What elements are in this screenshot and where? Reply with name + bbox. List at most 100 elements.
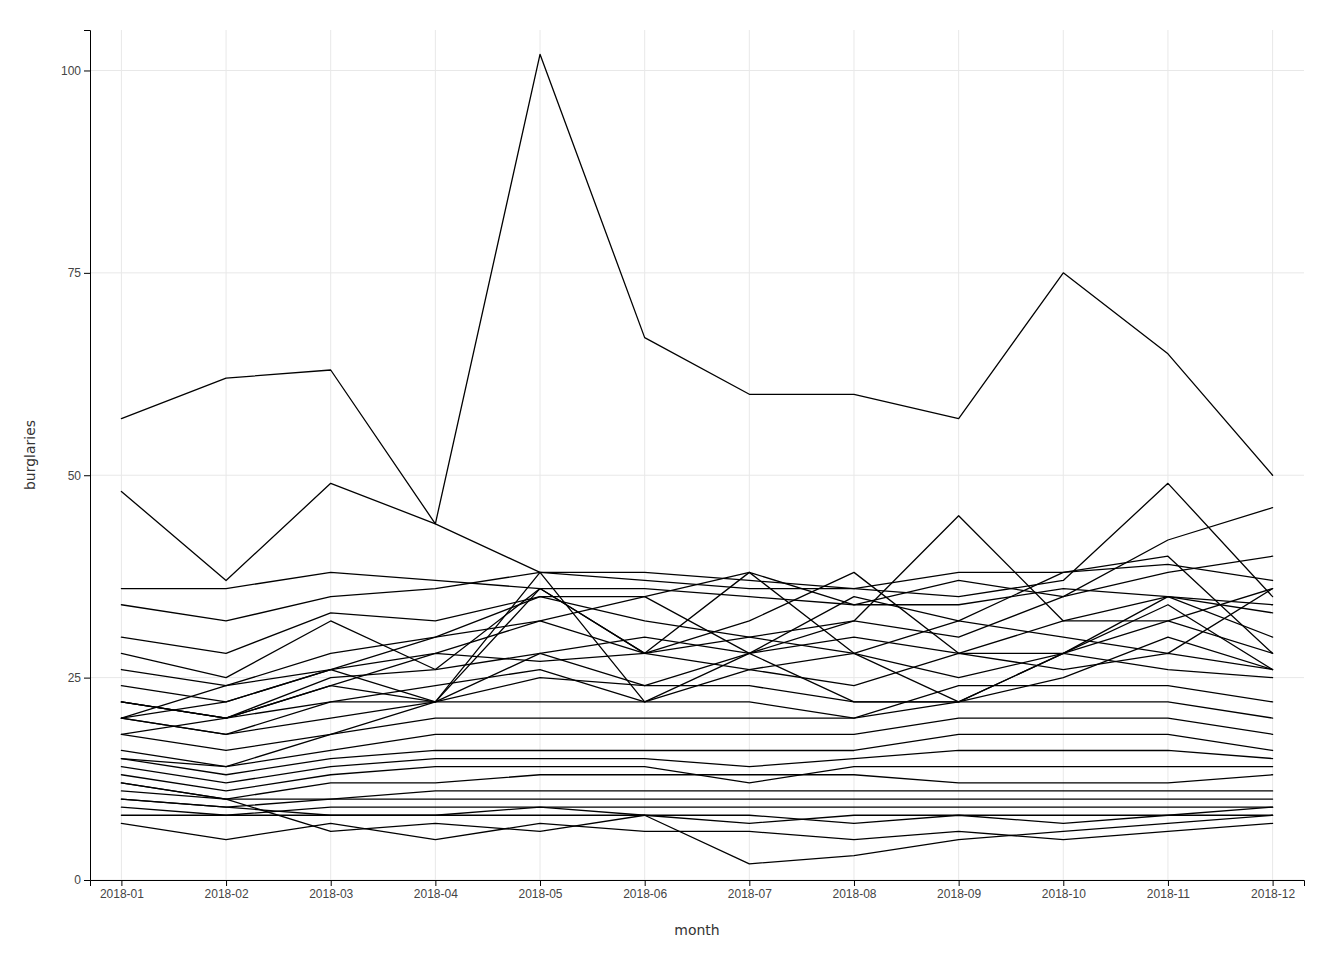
series-line (121, 483, 1272, 596)
tick-mark (645, 880, 646, 886)
grid-line (435, 30, 436, 880)
tick: 2018-12 (1251, 880, 1295, 901)
tick-label: 75 (68, 266, 82, 280)
grid-line (1272, 30, 1273, 880)
series-line (121, 653, 1272, 734)
tick-label: 2018-05 (518, 887, 562, 901)
tick: 2018-01 (100, 880, 144, 901)
grid-line (121, 30, 122, 880)
tick: 2018-08 (832, 880, 876, 901)
tick-mark (854, 880, 855, 886)
tick: 0 (74, 873, 90, 887)
grid-line (853, 30, 854, 880)
grid-line (90, 272, 1304, 273)
tick-mark (540, 880, 541, 886)
tick: 2018-03 (309, 880, 353, 901)
series-line (121, 556, 1272, 653)
tick-label: 2018-09 (937, 887, 981, 901)
tick-mark (749, 880, 750, 886)
tick: 2018-04 (414, 880, 458, 901)
lines (121, 54, 1272, 864)
grid-line (540, 30, 541, 880)
y-axis: 0 25 50 75 100 (61, 31, 91, 888)
tick-mark (331, 880, 332, 886)
tick-mark (84, 475, 90, 476)
chart: 2018-01 2018-02 2018-03 2018-04 2018-05 2018-… (0, 0, 1344, 960)
tick: 75 (68, 266, 90, 280)
tick-mark (959, 880, 960, 886)
series-line (121, 556, 1272, 702)
tick-mark (1168, 880, 1169, 886)
series-line (121, 775, 1272, 799)
grid-line (958, 30, 959, 880)
tick-label: 100 (61, 64, 81, 78)
tick-mark (226, 880, 227, 886)
series-line (121, 718, 1272, 767)
tick: 2018-06 (623, 880, 667, 901)
tick: 2018-02 (205, 880, 249, 901)
series-line (121, 702, 1272, 751)
tick-label: 25 (68, 671, 82, 685)
tick-mark (84, 70, 90, 71)
series-line (121, 572, 1272, 718)
grid-line (226, 30, 227, 880)
tick-label: 2018-07 (728, 887, 772, 901)
series-line (121, 653, 1272, 734)
tick-mark (1063, 880, 1064, 886)
series-line (121, 823, 1272, 839)
tick: 2018-11 (1147, 880, 1190, 901)
tick-mark (121, 880, 122, 886)
grid-line (90, 475, 1304, 476)
tick: 2018-07 (728, 880, 772, 901)
tick-mark (84, 678, 90, 679)
tick-mark (84, 273, 90, 274)
series-line (121, 815, 1272, 823)
series-line (121, 508, 1272, 767)
grid-line (1063, 30, 1064, 880)
tick-label: 50 (68, 469, 82, 483)
series-line (121, 54, 1272, 524)
tick: 25 (68, 671, 90, 685)
series-line (121, 572, 1272, 718)
series-line (121, 597, 1272, 686)
axis-domain (84, 31, 91, 881)
grid-line (1167, 30, 1168, 880)
tick: 50 (68, 469, 90, 483)
tick: 100 (61, 64, 90, 78)
tick-mark (1273, 880, 1274, 886)
series-line (121, 686, 1272, 735)
series-line (121, 516, 1272, 678)
series-line (121, 791, 1272, 799)
x-axis: 2018-01 2018-02 2018-03 2018-04 2018-05 2018-… (91, 880, 1305, 901)
tick: 2018-09 (937, 880, 981, 901)
y-axis-label: burglaries (22, 420, 38, 490)
tick-label: 2018-01 (100, 887, 144, 901)
tick-label: 2018-12 (1251, 887, 1295, 901)
series-line (121, 734, 1272, 774)
grid-line (749, 30, 750, 880)
series-line (121, 767, 1272, 791)
x-axis-label: month (674, 922, 719, 938)
grid-line (330, 30, 331, 880)
plot: 2018-01 2018-02 2018-03 2018-04 2018-05 2018-… (61, 30, 1305, 901)
tick-mark (84, 880, 90, 881)
series-line (121, 807, 1272, 815)
tick-label: 2018-04 (414, 887, 458, 901)
tick-mark (435, 880, 436, 886)
series-line (121, 783, 1272, 832)
grid-line (644, 30, 645, 880)
tick: 2018-05 (518, 880, 562, 901)
series-line (121, 799, 1272, 807)
tick: 2018-10 (1042, 880, 1086, 901)
tick-label: 2018-06 (623, 887, 667, 901)
tick-label: 0 (74, 873, 81, 887)
grid (90, 30, 1304, 880)
series-line (121, 572, 1272, 718)
tick-label: 2018-10 (1042, 887, 1086, 901)
series-line (121, 799, 1272, 864)
tick-label: 2018-03 (309, 887, 353, 901)
tick-label: 2018-02 (205, 887, 249, 901)
tick-label: 2018-11 (1147, 887, 1190, 901)
grid-line (90, 70, 1304, 71)
axis-domain (91, 881, 1305, 887)
